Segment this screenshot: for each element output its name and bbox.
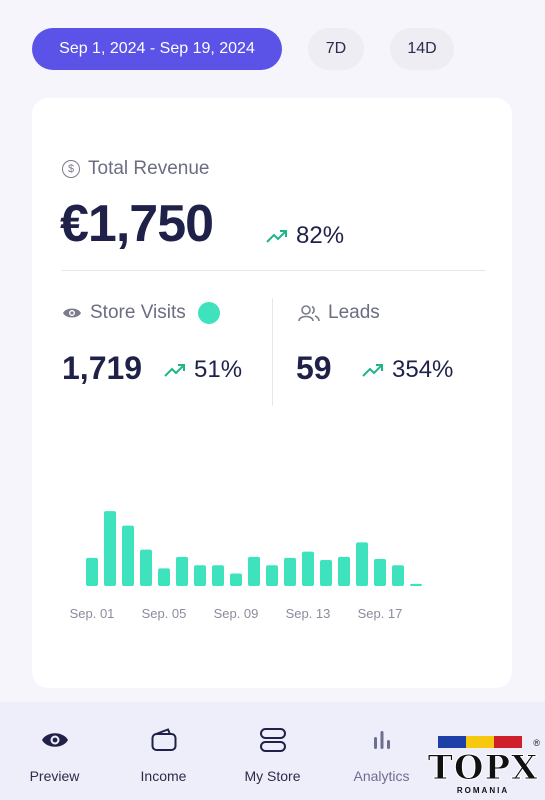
chart-bar: [104, 511, 116, 586]
watermark-text: TOPX: [427, 748, 539, 789]
chart-bar: [302, 551, 314, 586]
date-filters: Sep 1, 2024 - Sep 19, 2024 7D 14D: [32, 28, 454, 70]
chart-bar: [284, 557, 296, 586]
chart-bar: [212, 565, 224, 586]
chart-tick-label: Sep. 17: [358, 606, 403, 621]
store-visits-label: Store Visits: [62, 302, 220, 324]
eye-icon: [41, 726, 69, 754]
nav-preview-label: Preview: [29, 768, 80, 784]
divider: [62, 270, 486, 271]
chart-bar: [140, 549, 152, 586]
store-icon: [259, 726, 287, 754]
users-icon: [298, 305, 320, 322]
analytics-card: $ Total Revenue €1,750 82% Store Visits …: [32, 98, 512, 688]
total-revenue-change: 82%: [266, 222, 344, 250]
leads-change-text: 354%: [392, 356, 454, 383]
chart-bar: [266, 565, 278, 586]
nav-income[interactable]: Income: [109, 702, 218, 800]
leads-label-text: Leads: [328, 302, 380, 323]
trend-up-icon: [266, 230, 287, 243]
chart-bar: [194, 565, 206, 586]
dollar-icon: $: [62, 160, 80, 178]
leads-label: Leads: [298, 302, 380, 324]
store-visits-change-text: 51%: [194, 356, 243, 383]
trend-up-icon: [362, 364, 383, 377]
wallet-icon: [151, 726, 177, 754]
chart-bar: [248, 556, 260, 586]
chart-tick-label: Sep. 13: [286, 606, 331, 621]
nav-income-label: Income: [140, 768, 187, 784]
store-visits-value: 1,719: [62, 350, 143, 386]
nav-preview[interactable]: Preview: [0, 702, 109, 800]
chart-bar: [122, 525, 134, 586]
filter-7d-button[interactable]: 7D: [308, 28, 364, 70]
chart-bar: [176, 556, 188, 586]
chart-bar: [158, 568, 170, 586]
store-visits-label-text: Store Visits: [90, 302, 186, 323]
revenue-bar-chart: Sep. 01 Sep. 05 Sep. 09 Sep. 13 Sep. 17: [70, 511, 422, 621]
chart-bar: [374, 558, 386, 586]
leads-value: 59: [296, 350, 332, 386]
chart-bar: [230, 573, 242, 586]
chart-tick-label: Sep. 09: [214, 606, 259, 621]
chart-bar: [392, 565, 404, 586]
leads-change: 354%: [362, 356, 453, 384]
nav-my-store-label: My Store: [244, 768, 301, 784]
registered-mark: ®: [533, 738, 540, 748]
bottom-navigation: Preview Income My Store Analytics: [0, 702, 545, 800]
live-indicator-dot: [197, 302, 220, 324]
bar-chart-icon: [370, 726, 394, 754]
total-revenue-label: $ Total Revenue: [62, 158, 209, 180]
chart-tick-label: Sep. 05: [142, 606, 187, 621]
chart-bar: [410, 583, 422, 586]
topx-watermark-logo: ® TOPX ROMANIA: [424, 734, 542, 798]
nav-my-store[interactable]: My Store: [218, 702, 327, 800]
total-revenue-value: €1,750: [60, 195, 214, 253]
chart-bar: [320, 560, 332, 586]
chart-bar: [356, 542, 368, 586]
chart-bar: [338, 556, 350, 586]
total-revenue-change-text: 82%: [296, 222, 345, 249]
chart-tick-label: Sep. 01: [70, 606, 114, 621]
watermark-subtext: ROMANIA: [456, 786, 510, 795]
romania-flag-icon: [438, 736, 522, 748]
nav-analytics-label: Analytics: [353, 768, 410, 784]
filter-14d-button[interactable]: 14D: [390, 28, 454, 70]
nav-analytics[interactable]: Analytics: [327, 702, 436, 800]
chart-bar: [86, 557, 98, 586]
trend-up-icon: [164, 364, 185, 377]
store-visits-change: 51%: [164, 356, 242, 384]
eye-icon: [63, 308, 81, 318]
divider: [272, 298, 273, 406]
date-range-button[interactable]: Sep 1, 2024 - Sep 19, 2024: [32, 28, 282, 70]
total-revenue-label-text: Total Revenue: [88, 158, 210, 179]
